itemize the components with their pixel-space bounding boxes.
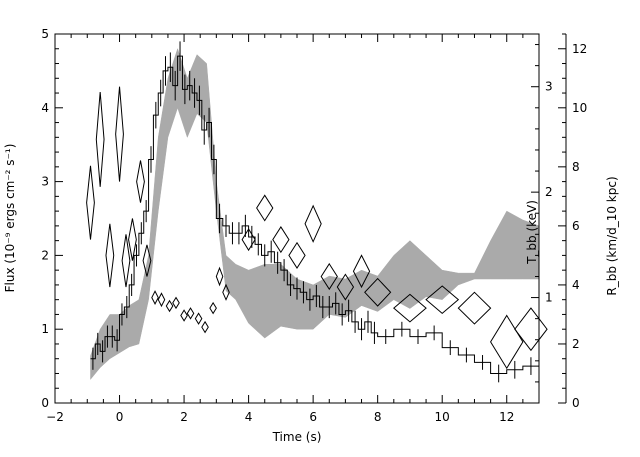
y2-axis-label-radius: R_bb (km/d_10 kpc) bbox=[605, 176, 619, 295]
temperature-diamond bbox=[272, 226, 290, 254]
temperature-tick-label: 2 bbox=[545, 185, 553, 199]
flux-tick-label: 0 bbox=[41, 396, 49, 410]
temperature-diamond bbox=[514, 307, 548, 352]
temperature-diamond bbox=[256, 194, 274, 222]
x-tick-label: −2 bbox=[46, 410, 64, 424]
x-tick-label: 0 bbox=[116, 410, 124, 424]
x-tick-label: 10 bbox=[435, 410, 450, 424]
temperature-diamond bbox=[288, 241, 306, 269]
radius-tick-label: 6 bbox=[572, 219, 580, 233]
temperature-diamond bbox=[186, 307, 195, 320]
temperature-diamond bbox=[209, 301, 217, 315]
y2-axis-label-temperature: T_bb (keV) bbox=[525, 200, 539, 265]
flux-tick-label: 1 bbox=[41, 322, 49, 336]
temperature-diamond bbox=[121, 234, 131, 288]
temperature-tick-label: 3 bbox=[545, 80, 553, 94]
temperature-diamond bbox=[165, 299, 174, 313]
temperature-diamond bbox=[95, 91, 105, 187]
temperature-diamond bbox=[241, 228, 256, 252]
temperature-diamond bbox=[490, 314, 524, 370]
temperature-diamond bbox=[128, 218, 137, 261]
temperature-diamond bbox=[201, 320, 209, 334]
temperature-diamond bbox=[105, 223, 115, 288]
temperature-diamond bbox=[393, 293, 427, 323]
temperature-diamond bbox=[425, 285, 460, 315]
flux-histogram-line bbox=[90, 55, 539, 374]
temperature-diamond bbox=[215, 266, 224, 287]
x-tick-label: 8 bbox=[374, 410, 382, 424]
radius-tick-label: 12 bbox=[572, 42, 587, 56]
flux-tick-label: 3 bbox=[41, 175, 49, 189]
x-axis-label: Time (s) bbox=[272, 430, 322, 444]
temperature-diamond bbox=[364, 277, 392, 307]
temperature-diamond bbox=[320, 262, 338, 291]
x-tick-label: 2 bbox=[180, 410, 188, 424]
temperature-diamond bbox=[304, 204, 322, 243]
temperature-diamond bbox=[151, 290, 159, 305]
radius-tick-label: 2 bbox=[572, 337, 580, 351]
temperature-diamond bbox=[157, 292, 166, 308]
flux-tick-label: 2 bbox=[41, 248, 49, 262]
temperature-diamond bbox=[352, 254, 371, 289]
radius-tick-label: 10 bbox=[572, 101, 587, 115]
temperature-diamond bbox=[86, 165, 95, 240]
temperature-diamond bbox=[115, 86, 124, 182]
temperature-diamond bbox=[136, 160, 145, 203]
x-tick-label: 4 bbox=[245, 410, 253, 424]
temperature-diamond bbox=[336, 273, 355, 301]
temperature-tick-label: 1 bbox=[545, 291, 553, 305]
temperature-points-layer bbox=[86, 86, 548, 370]
flux-tick-label: 4 bbox=[41, 101, 49, 115]
x-tick-label: 12 bbox=[499, 410, 514, 424]
radius-tick-label: 8 bbox=[572, 160, 580, 174]
temperature-diamond bbox=[172, 296, 180, 310]
temperature-diamond bbox=[194, 312, 203, 325]
radius-tick-label: 4 bbox=[572, 278, 580, 292]
y-axis-label-flux: Flux (10⁻⁹ ergs cm⁻² s⁻¹) bbox=[3, 144, 17, 293]
radius-tick-label: 0 bbox=[572, 396, 580, 410]
flux-histogram-layer bbox=[90, 41, 539, 383]
temperature-diamond bbox=[180, 309, 188, 322]
flux-tick-label: 5 bbox=[41, 27, 49, 41]
temperature-diamond bbox=[222, 283, 230, 301]
temperature-diamond bbox=[457, 291, 492, 325]
temperature-diamond bbox=[142, 244, 152, 277]
x-tick-label: 6 bbox=[309, 410, 317, 424]
